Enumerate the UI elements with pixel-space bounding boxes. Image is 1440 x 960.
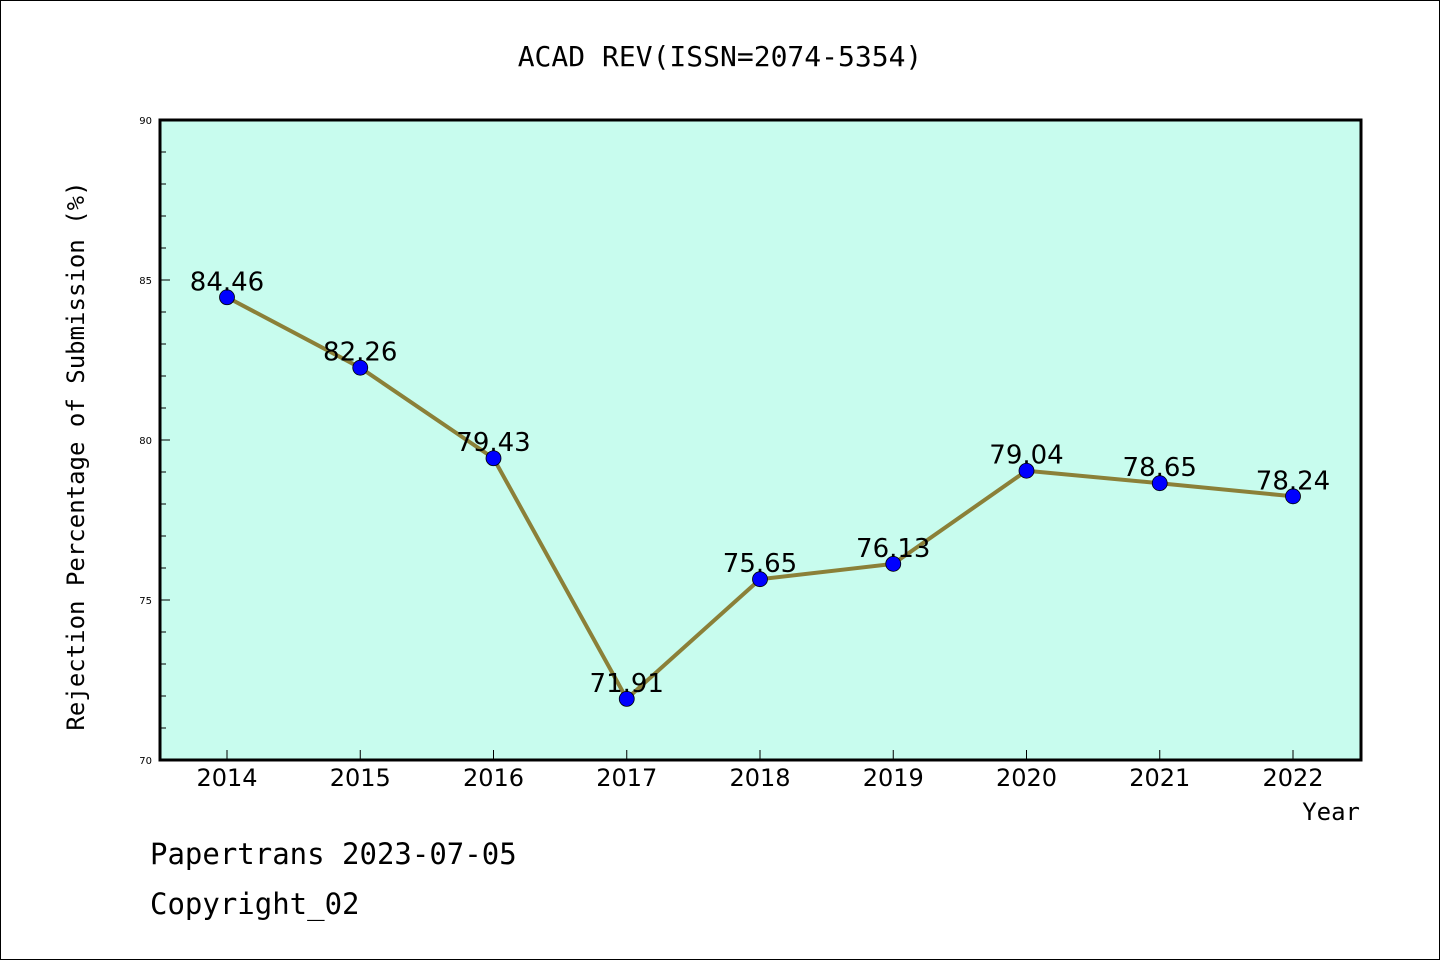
data-labels: 84.46 82.26 79.43 71.91 75.65 76.13 79.04 78.65… (190, 267, 1330, 699)
data-point (485, 450, 502, 467)
data-label: 78.24 (1256, 466, 1330, 496)
x-axis-ticks (226, 750, 1294, 760)
data-label: 76.13 (856, 534, 930, 564)
data-point (219, 289, 235, 306)
data-point (618, 690, 635, 707)
x-axis-label: Year (1302, 798, 1360, 826)
data-label: 78.65 (1123, 453, 1197, 483)
x-tick-label: 2019 (863, 764, 924, 792)
data-label: 75.65 (723, 549, 797, 579)
data-label: 79.04 (989, 441, 1063, 471)
footer-copyright: Copyright_02 (150, 887, 360, 922)
chart-title: ACAD REV(ISSN=2074-5354) (518, 40, 923, 73)
y-tick-label: 80 (139, 436, 152, 447)
y-tick-label: 90 (139, 116, 152, 127)
x-tick-label: 2017 (596, 764, 657, 792)
x-tick-label: 2016 (463, 764, 524, 792)
y-axis-tick-labels: 70 75 80 85 90 (139, 116, 152, 767)
data-label: 79.43 (456, 428, 530, 458)
footer-date-stamp: Papertrans 2023-07-05 (150, 837, 517, 871)
data-point (352, 359, 369, 376)
x-tick-label: 2022 (1262, 764, 1323, 792)
y-axis-ticks (160, 119, 170, 761)
x-tick-label: 2014 (196, 764, 257, 792)
y-axis-label: Rejection Percentage of Submission (%) (62, 181, 90, 730)
data-point (752, 571, 768, 588)
data-label: 82.26 (323, 338, 397, 368)
y-tick-label: 85 (139, 276, 152, 287)
plot-area (158, 118, 1363, 762)
y-tick-label: 75 (139, 596, 152, 607)
data-label: 71.91 (590, 669, 664, 699)
data-point (1285, 488, 1301, 505)
data-point (1151, 475, 1168, 492)
series-markers (219, 289, 1301, 707)
x-axis-tick-labels: 2014 2015 2016 2017 2018 2019 2020 2021 2022 (196, 764, 1323, 792)
x-tick-label: 2021 (1129, 764, 1190, 792)
data-point (1018, 462, 1035, 479)
x-tick-label: 2015 (330, 764, 391, 792)
x-tick-label: 2018 (729, 764, 790, 792)
data-point (885, 555, 902, 572)
x-tick-label: 2020 (996, 764, 1057, 792)
data-label: 84.46 (190, 267, 264, 297)
y-tick-label: 70 (139, 756, 152, 767)
